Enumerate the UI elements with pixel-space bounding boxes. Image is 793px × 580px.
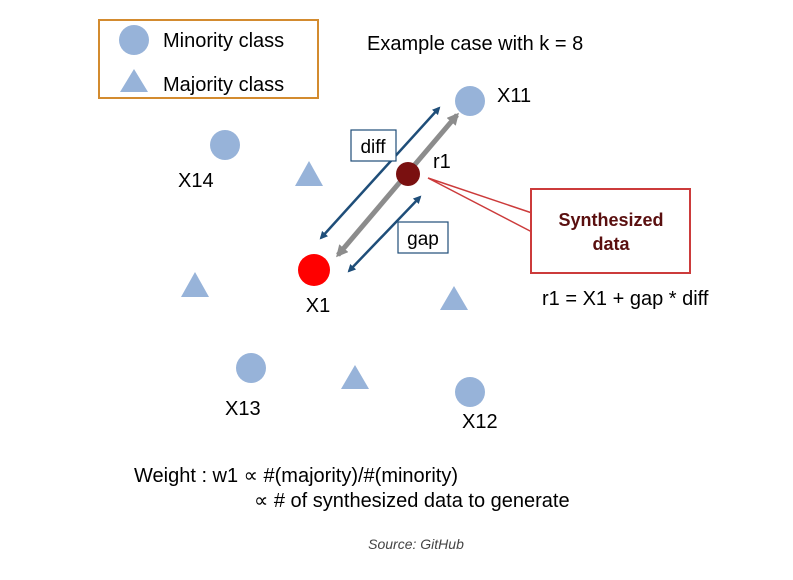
synthesized-callout-box: [530, 188, 691, 274]
label-x1: X1: [306, 295, 330, 317]
minority-point-x1: [298, 254, 330, 286]
source-credit: Source: GitHub: [368, 536, 464, 552]
diff-label-box: [350, 129, 397, 162]
gap-arrow: [347, 195, 422, 273]
formula: r1 = X1 + gap * diff: [542, 288, 709, 310]
minority-point-x11: [455, 86, 485, 116]
label-x12: X12: [462, 411, 498, 433]
majority-point: [440, 286, 468, 310]
gap-label-box: [397, 221, 449, 254]
minority-legend-label: Minority class: [163, 30, 284, 52]
weight-line1: Weight : w1 ∝ #(majority)/#(minority): [134, 465, 458, 487]
minority-point-x12: [455, 377, 485, 407]
minority-point-x13: [236, 353, 266, 383]
minority-point-x14: [210, 130, 240, 160]
majority-legend-icon: [120, 69, 148, 92]
callout-line2: data: [592, 234, 630, 254]
gap-label: gap: [407, 229, 439, 250]
weight-line2: ∝ # of synthesized data to generate: [254, 490, 570, 512]
majority-point: [295, 161, 323, 186]
label-r1: r1: [433, 151, 451, 173]
legend: Minority class Majority class: [98, 19, 319, 99]
diff-label: diff: [360, 137, 386, 158]
synthesized-point-r1: [396, 162, 420, 186]
callout-pointer: [427, 177, 533, 233]
minority-legend-icon: [119, 25, 149, 55]
label-x14: X14: [178, 170, 214, 192]
callout-line1: Synthesized: [558, 210, 663, 230]
majority-legend-label: Majority class: [163, 74, 284, 96]
diff-arrow: [319, 106, 441, 240]
majority-point: [341, 365, 369, 389]
majority-point: [181, 272, 209, 297]
label-x13: X13: [225, 398, 261, 420]
label-x11: X11: [497, 85, 531, 107]
example-header: Example case with k = 8: [367, 33, 583, 55]
